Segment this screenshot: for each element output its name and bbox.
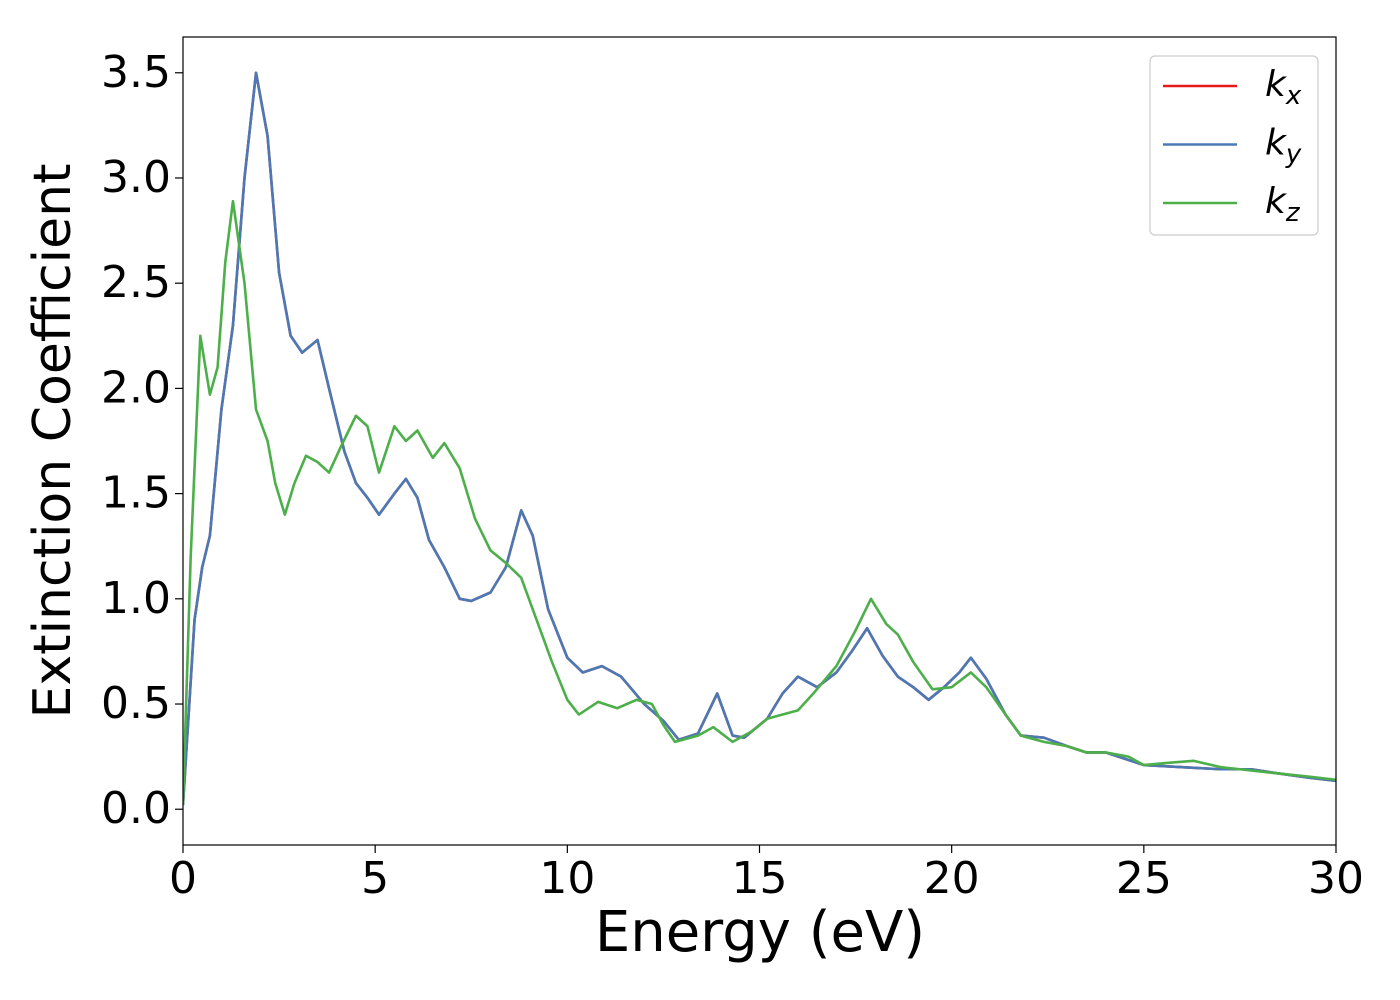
- plot-lines: [183, 71, 1336, 806]
- plot-frame: [182, 36, 1337, 846]
- y-tick-label: 1.0: [101, 573, 171, 624]
- legend-label: kz: [1265, 181, 1301, 228]
- legend-label-sub: x: [1285, 81, 1302, 111]
- y-tick-label: 0.5: [101, 678, 171, 729]
- y-tick-label: 3.0: [101, 152, 171, 203]
- legend-label-sub: y: [1285, 139, 1302, 169]
- legend-label-main: k: [1265, 123, 1288, 164]
- x-tick-label: 30: [1308, 853, 1364, 904]
- legend-label: kx: [1265, 64, 1302, 111]
- legend-label-main: k: [1265, 181, 1288, 222]
- legend-label-sub: z: [1285, 198, 1301, 228]
- x-axis-label: Energy (eV): [595, 900, 925, 965]
- y-axis-label: Extinction Coefficient: [23, 164, 83, 719]
- y-tick-label: 3.5: [101, 47, 171, 98]
- x-tick-label: 0: [169, 853, 197, 904]
- y-tick-label: 1.5: [101, 468, 171, 519]
- legend-label-main: k: [1265, 64, 1288, 105]
- series-line: [183, 199, 1336, 806]
- legend-label: ky: [1265, 123, 1302, 170]
- y-tick-label: 2.5: [101, 257, 171, 308]
- x-tick-label: 15: [732, 853, 788, 904]
- x-tick-label: 20: [924, 853, 980, 904]
- x-tick-label: 25: [1116, 853, 1172, 904]
- x-tick-label: 10: [539, 853, 595, 904]
- x-tick-label: 5: [361, 853, 389, 904]
- y-tick-label: 0.0: [101, 783, 171, 834]
- y-tick-label: 2.0: [101, 362, 171, 413]
